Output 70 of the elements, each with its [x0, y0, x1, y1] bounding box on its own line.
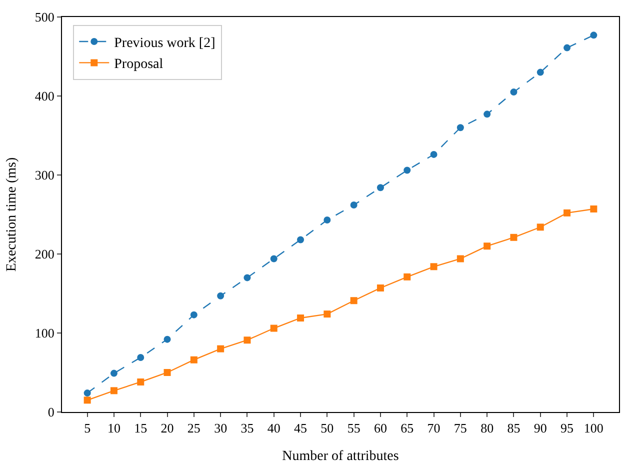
point	[110, 370, 118, 377]
x-tick-label: 70	[427, 420, 440, 436]
point	[137, 378, 144, 386]
x-tick-label: 35	[240, 420, 254, 436]
y-tick-label: 300	[34, 168, 54, 183]
point	[510, 234, 518, 241]
point	[430, 263, 438, 270]
x-tick-label: 100	[584, 420, 604, 436]
x-tick-label: 55	[347, 420, 360, 436]
x-tick-label: 40	[267, 420, 280, 436]
x-tick-label: 10	[107, 420, 120, 436]
point	[84, 390, 91, 397]
point	[564, 44, 571, 52]
x-tick-label: 85	[507, 420, 520, 436]
point	[564, 209, 571, 216]
x-tick-label: 80	[480, 420, 494, 436]
y-tick-label: 0	[48, 404, 54, 420]
point	[456, 124, 464, 132]
y-axis-title: Execution time (ms)	[4, 157, 20, 272]
point	[324, 310, 331, 318]
point	[270, 324, 278, 332]
x-tick-label: 15	[134, 420, 148, 436]
x-tick-label: 65	[400, 420, 414, 436]
point	[590, 32, 598, 39]
point	[484, 110, 491, 118]
point	[217, 345, 224, 352]
y-tick-label: 400	[34, 88, 54, 104]
x-tick-label: 20	[160, 420, 174, 436]
point	[430, 150, 438, 158]
point	[350, 297, 358, 304]
y-tick-label: 200	[34, 246, 54, 262]
point	[376, 184, 384, 192]
point	[244, 274, 251, 282]
point	[190, 356, 198, 364]
point	[590, 205, 598, 212]
x-tick-label: 30	[214, 420, 228, 436]
x-tick-label: 60	[374, 420, 387, 436]
point	[376, 284, 384, 292]
y-tick-label: 500	[34, 10, 54, 25]
point	[297, 236, 304, 244]
point	[404, 273, 411, 280]
x-tick-label: 45	[294, 420, 308, 436]
legend-label: Proposal	[114, 57, 164, 72]
x-tick-label: 95	[560, 420, 574, 436]
x-tick-label: 90	[534, 420, 547, 436]
point	[164, 369, 171, 376]
point	[350, 202, 358, 209]
x-axis-title: Number of attributes	[282, 448, 399, 464]
legend-label: Previous work [2]	[114, 36, 216, 51]
y-tick-label: 100	[34, 326, 54, 341]
point	[484, 242, 491, 250]
point	[456, 255, 464, 262]
point	[137, 354, 144, 361]
point	[190, 311, 198, 318]
point	[536, 68, 544, 76]
point	[217, 292, 224, 300]
point	[164, 336, 171, 343]
x-tick-label: 50	[320, 420, 334, 436]
point	[270, 255, 278, 262]
point	[510, 88, 518, 96]
point	[110, 387, 118, 394]
x-tick-label: 5	[84, 420, 91, 436]
point	[404, 166, 411, 174]
point	[536, 224, 544, 231]
point	[324, 216, 331, 224]
point	[297, 314, 304, 322]
point	[84, 396, 91, 404]
point	[244, 336, 251, 344]
x-tick-label: 25	[187, 420, 200, 436]
x-tick-label: 75	[454, 420, 467, 436]
